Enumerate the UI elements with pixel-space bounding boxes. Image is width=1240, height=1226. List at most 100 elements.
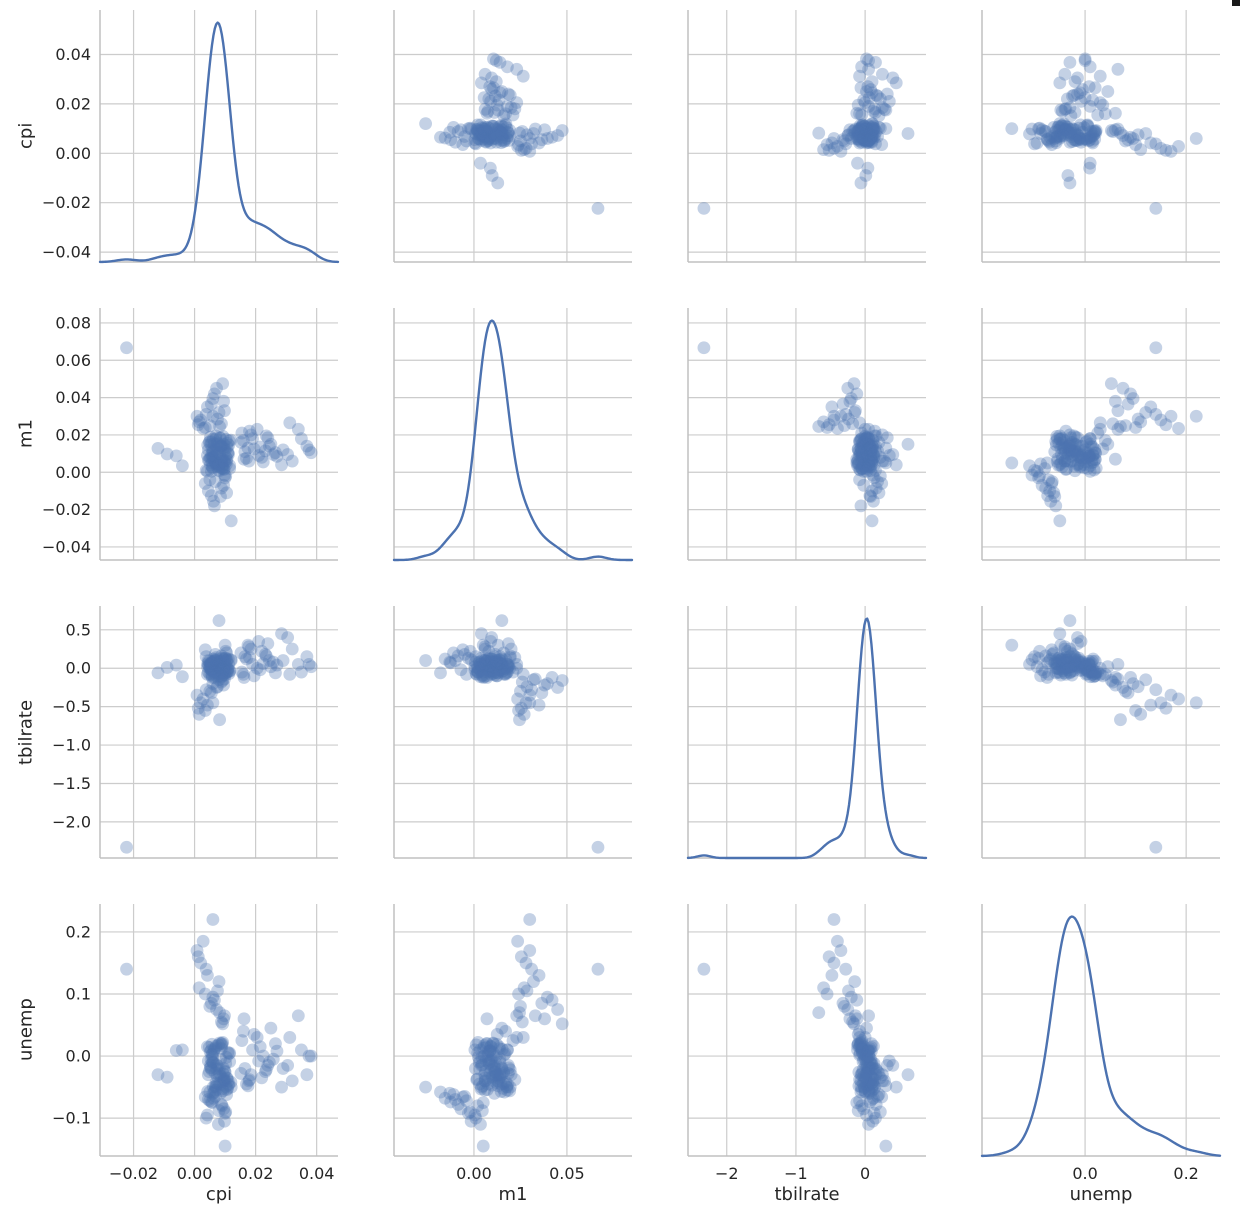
scatter-point <box>1063 437 1077 451</box>
scatter-point <box>472 1050 485 1064</box>
scatter-point <box>211 984 224 998</box>
scatter-point <box>864 125 878 139</box>
scatter-point <box>1089 667 1103 681</box>
scatter-point <box>191 950 205 964</box>
scatter-point <box>478 123 492 137</box>
scatter-point <box>1081 118 1095 132</box>
scatter-point <box>1082 657 1096 671</box>
scatter-point <box>238 445 252 459</box>
scatter-point <box>215 1098 228 1111</box>
scatter-point <box>1049 130 1063 144</box>
scatter-point <box>220 646 234 660</box>
scatter-point <box>495 127 509 140</box>
scatter-point <box>479 654 493 668</box>
scatter-point <box>208 993 221 1007</box>
scatter-point <box>1074 634 1088 648</box>
scatter-point <box>1085 654 1099 668</box>
scatter-point <box>208 1085 221 1099</box>
scatter-point <box>463 1105 477 1119</box>
scatter-point <box>486 126 500 140</box>
cell-unemp-tbilrate <box>687 904 926 1157</box>
scatter-point <box>1035 123 1049 137</box>
scatter-point <box>853 446 867 460</box>
scatter-point <box>869 481 883 495</box>
scatter-point <box>202 654 216 668</box>
scatter-point <box>855 426 869 440</box>
scatter-point <box>499 1024 512 1038</box>
scatter-point <box>474 156 487 170</box>
scatter-point <box>854 130 868 144</box>
scatter-point <box>873 450 887 464</box>
scatter-point <box>1055 451 1069 465</box>
scatter-point <box>882 449 896 462</box>
scatter-point <box>1111 657 1125 671</box>
scatter-point <box>1071 448 1084 461</box>
scatter-point <box>211 463 225 477</box>
scatter-point <box>1084 664 1098 678</box>
scatter-point <box>209 1080 223 1094</box>
scatter-point <box>827 913 841 926</box>
scatter-point <box>483 1066 497 1080</box>
scatter-point <box>201 1068 215 1082</box>
scatter-point <box>198 1090 212 1104</box>
scatter-point <box>1063 666 1077 680</box>
scatter-point <box>1093 422 1107 436</box>
scatter-point <box>1076 655 1089 669</box>
scatter-point <box>222 657 236 671</box>
scatter-point <box>859 447 873 461</box>
scatter-point <box>206 461 219 475</box>
scatter-point <box>1126 132 1140 145</box>
scatter-point <box>855 1099 869 1113</box>
scatter-point <box>468 133 482 147</box>
scatter-point <box>460 667 473 681</box>
scatter-point <box>481 1077 495 1091</box>
scatter-point <box>1061 447 1075 461</box>
scatter-point <box>514 143 528 157</box>
scatter-point <box>1060 440 1074 454</box>
scatter-point <box>856 1076 870 1090</box>
y-tick-label: 0.04 <box>55 45 91 64</box>
scatter-point <box>120 962 133 976</box>
scatter-point <box>527 127 540 140</box>
scatter-point <box>447 1088 460 1101</box>
scatter-point <box>211 659 225 673</box>
scatter-point <box>474 657 487 671</box>
scatter-point <box>858 125 872 139</box>
scatter-point <box>857 451 871 465</box>
scatter-point <box>240 451 253 465</box>
scatter-point <box>214 490 227 503</box>
scatter-point <box>266 655 280 669</box>
scatter-point <box>1030 136 1044 150</box>
scatter-point <box>1082 450 1096 463</box>
scatter-point <box>1114 420 1127 433</box>
scatter-point <box>261 1058 275 1072</box>
scatter-point <box>860 135 874 148</box>
scatter-point <box>859 1058 873 1072</box>
scatter-point <box>1050 430 1064 443</box>
scatter-point <box>1089 124 1103 137</box>
scatter-point <box>860 436 874 449</box>
scatter-point <box>506 108 520 122</box>
scatter-point <box>470 667 484 681</box>
scatter-point <box>1082 654 1096 668</box>
scatter-point <box>175 1043 189 1057</box>
scatter-point <box>487 1059 501 1073</box>
scatter-point <box>493 650 507 664</box>
scatter-point <box>474 134 488 147</box>
scatter-point <box>855 130 869 144</box>
scatter-point <box>481 1047 495 1061</box>
scatter-point <box>1049 666 1063 680</box>
scatter-point <box>480 665 494 679</box>
scatter-point <box>209 448 223 462</box>
scatter-point <box>1054 103 1068 117</box>
scatter-point <box>1083 449 1097 463</box>
scatter-point <box>864 1044 878 1058</box>
scatter-point <box>264 1021 278 1035</box>
scatter-point <box>482 133 495 147</box>
scatter-point <box>487 128 501 141</box>
scatter-point <box>485 1052 499 1066</box>
scatter-point <box>853 463 867 477</box>
scatter-point <box>856 1055 870 1069</box>
scatter-point <box>1061 661 1075 674</box>
scatter-point <box>846 125 860 138</box>
